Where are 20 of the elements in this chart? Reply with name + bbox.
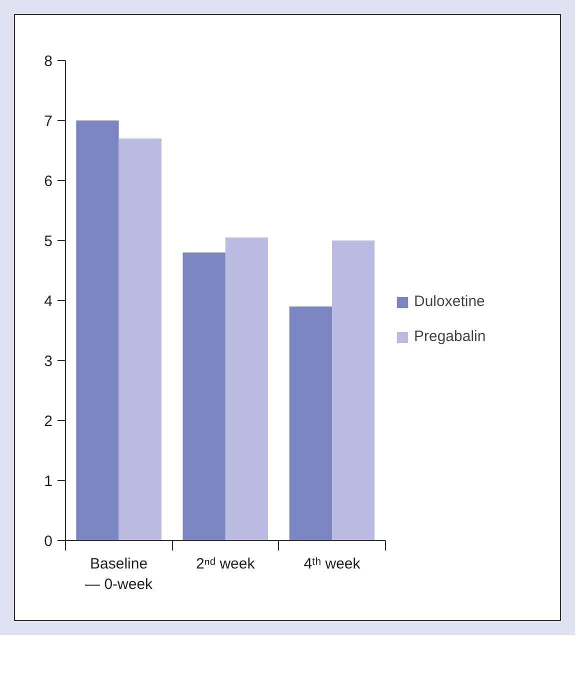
y-tick-label: 1: [44, 473, 52, 490]
bar: [225, 238, 268, 540]
y-tick-label: 2: [44, 413, 52, 430]
y-tick-label: 4: [44, 293, 52, 310]
bar: [118, 138, 162, 540]
legend-label: Pregabalin: [414, 328, 486, 345]
y-tick-label: 7: [44, 113, 52, 130]
y-tick-label: 0: [44, 533, 52, 550]
bar: [332, 240, 375, 540]
bar: [182, 252, 226, 540]
legend-label: Duloxetine: [414, 293, 485, 310]
x-tick-label: 4ᵗʰ week: [304, 556, 361, 572]
y-tick-label: 5: [44, 233, 52, 250]
bar: [289, 306, 332, 540]
y-tick-label: 8: [44, 53, 52, 70]
bar: [76, 120, 119, 540]
y-tick-label: 6: [44, 173, 52, 190]
x-tick-label: Baseline — 0-week: [85, 556, 154, 593]
y-tick-label: 3: [44, 353, 52, 370]
x-tick-label: 2ⁿᵈ week: [196, 556, 256, 572]
